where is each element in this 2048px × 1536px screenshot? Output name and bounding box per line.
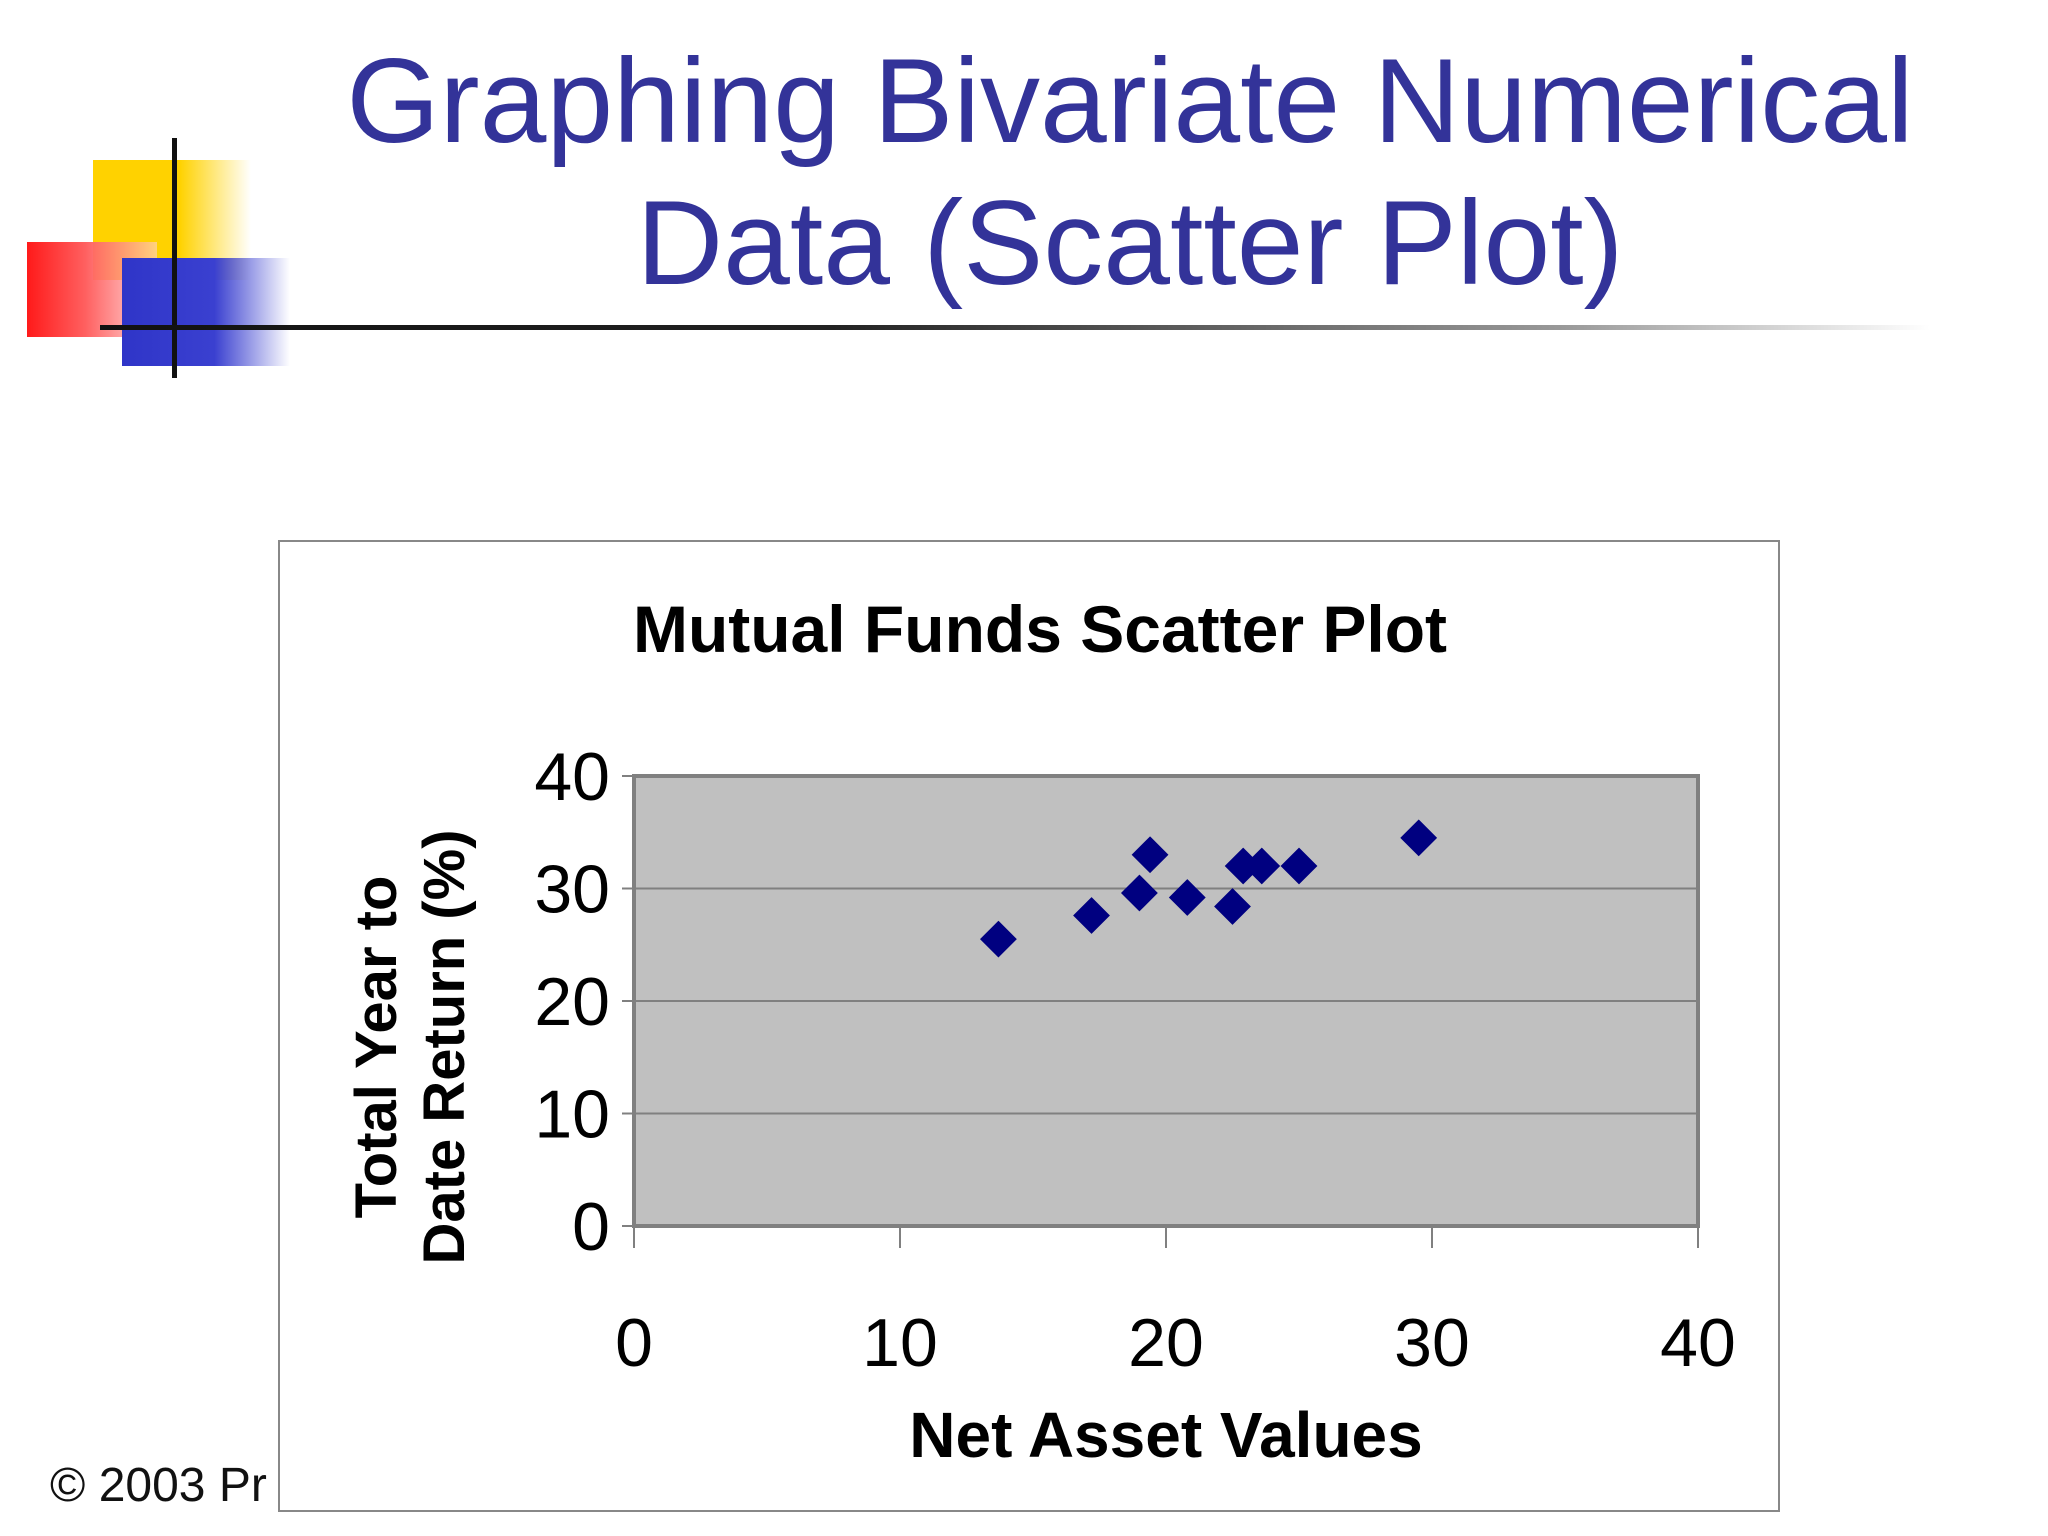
data-point-7 [1243, 847, 1281, 885]
data-point-0 [980, 920, 1017, 958]
data-point-3 [1131, 836, 1169, 874]
decor-blue-square [122, 258, 290, 366]
data-point-1 [1073, 897, 1110, 934]
decor-vertical-line [172, 138, 177, 378]
chart-title: Mutual Funds Scatter Plot [633, 592, 1447, 666]
y-axis-label-line-1: Total Year to [344, 876, 409, 1219]
y-tick-label-20: 20 [534, 964, 610, 1040]
slide-title: Graphing Bivariate Numerical Data (Scatt… [330, 30, 1930, 314]
data-points [980, 819, 1438, 958]
data-point-4 [1168, 879, 1206, 916]
data-point-5 [1214, 888, 1251, 925]
y-tick-label-0: 0 [572, 1189, 610, 1265]
chart-container: Mutual Funds Scatter Plot 0 10 20 30 40 0 10 20… [278, 540, 1780, 1512]
scatter-chart: Mutual Funds Scatter Plot 0 10 20 30 40 0 10 20… [344, 592, 1736, 1471]
x-axis-label: Net Asset Values [909, 1399, 1422, 1471]
y-tick-label-10: 10 [534, 1077, 610, 1153]
data-point-8 [1280, 847, 1318, 885]
data-point-2 [1120, 874, 1158, 912]
copyright-footer: © 2003 Pr [50, 1459, 267, 1512]
grid-lines [634, 887, 1698, 1115]
x-tick-label-20: 20 [1128, 1305, 1204, 1381]
x-tick-label-30: 30 [1394, 1305, 1470, 1381]
data-point-9 [1400, 819, 1438, 857]
axes: 0 10 20 30 40 0 10 20 30 40 [534, 739, 1735, 1381]
y-axis-label-line-2: Date Return (%) [412, 829, 477, 1264]
x-tick-label-0: 0 [615, 1305, 653, 1381]
y-tick-label-40: 40 [534, 739, 610, 815]
y-tick-label-30: 30 [534, 852, 610, 928]
slide-title-line-1: Graphing Bivariate Numerical [346, 34, 1914, 168]
title-underline [100, 325, 1930, 330]
y-axis-label: Total Year to Date Return (%) [344, 829, 477, 1264]
x-tick-label-40: 40 [1660, 1305, 1736, 1381]
slide-title-line-2: Data (Scatter Plot) [636, 176, 1624, 310]
x-tick-label-10: 10 [862, 1305, 938, 1381]
